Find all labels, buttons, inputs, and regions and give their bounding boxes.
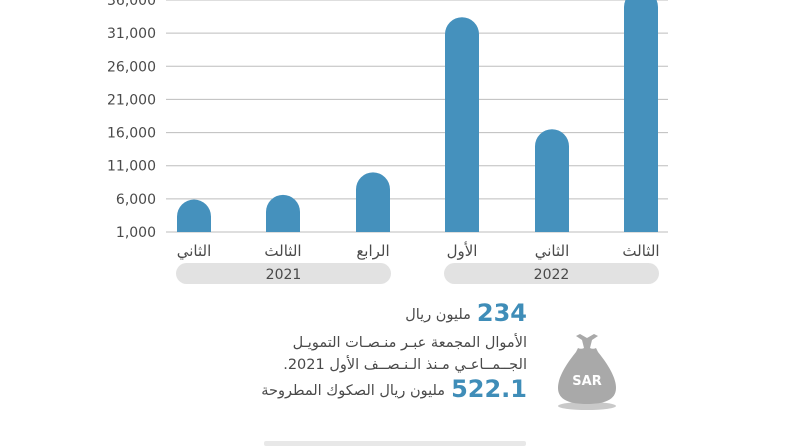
- bar-chart: 1,000 6,000 11,000 16,000 21,000 26,000 31,000…: [107, 0, 668, 284]
- sukuk-value: 522.1: [451, 375, 527, 403]
- y-tick-label: 6,000: [116, 192, 156, 208]
- funds-unit: مليون ريال: [405, 307, 471, 323]
- funds-description-line-1: الأموال المجمعة عبـر منـصـات التمويـل: [292, 335, 527, 351]
- x-axis-categories: الثاني الثالث الرابع الأول الثاني الثالث: [177, 241, 660, 261]
- bar: [266, 194, 300, 232]
- y-tick-label: 11,000: [107, 159, 156, 175]
- money-bag-icon: SAR: [558, 334, 616, 410]
- year-group-pill: [444, 263, 659, 284]
- bottom-divider: [264, 441, 526, 446]
- money-bag-shape: [558, 334, 616, 404]
- y-tick-label: 16,000: [107, 126, 156, 142]
- bar: [356, 172, 390, 232]
- y-axis-ticks: 1,000 6,000 11,000 16,000 21,000 26,000 31,000…: [107, 0, 156, 241]
- bars: [177, 0, 658, 233]
- money-bag-label: SAR: [572, 374, 601, 389]
- funds-value: 234: [476, 299, 527, 327]
- year-groups: 2021 2022: [176, 263, 659, 284]
- year-group-label: 2021: [266, 267, 302, 283]
- year-group-pill: [176, 263, 391, 284]
- y-tick-label: 1,000: [116, 225, 156, 241]
- y-tick-label: 21,000: [107, 92, 156, 108]
- bar: [535, 129, 569, 232]
- x-category-label: الأول: [447, 241, 478, 260]
- bar: [624, 0, 658, 232]
- x-category-label: الثاني: [177, 242, 212, 261]
- x-category-label: الثالث: [264, 242, 301, 260]
- funds-description-line-2: الجــمــاعـي مـنذ الـنـصــف الأول 2021.: [283, 357, 527, 373]
- x-category-label: الرابع: [356, 242, 389, 260]
- y-tick-label: 36,000: [107, 0, 156, 9]
- y-tick-label: 26,000: [107, 59, 156, 75]
- bar: [445, 17, 479, 233]
- sukuk-unit: مليون ريال الصكوك المطروحة: [261, 383, 446, 399]
- x-category-label: الثاني: [535, 242, 570, 261]
- stats-block: 234 مليون ريال الأموال المجمعة عبـر منـصـ…: [227, 299, 527, 403]
- funds-headline: 234 مليون ريال: [227, 299, 527, 332]
- grid-lines: [166, 0, 668, 233]
- money-bag-shadow: [558, 402, 616, 410]
- bar: [177, 199, 211, 232]
- y-tick-label: 31,000: [107, 26, 156, 42]
- year-group-label: 2022: [534, 267, 570, 283]
- x-category-label: الثالث: [622, 242, 659, 260]
- sukuk-line: 522.1 مليون ريال الصكوك المطروحة: [227, 375, 527, 403]
